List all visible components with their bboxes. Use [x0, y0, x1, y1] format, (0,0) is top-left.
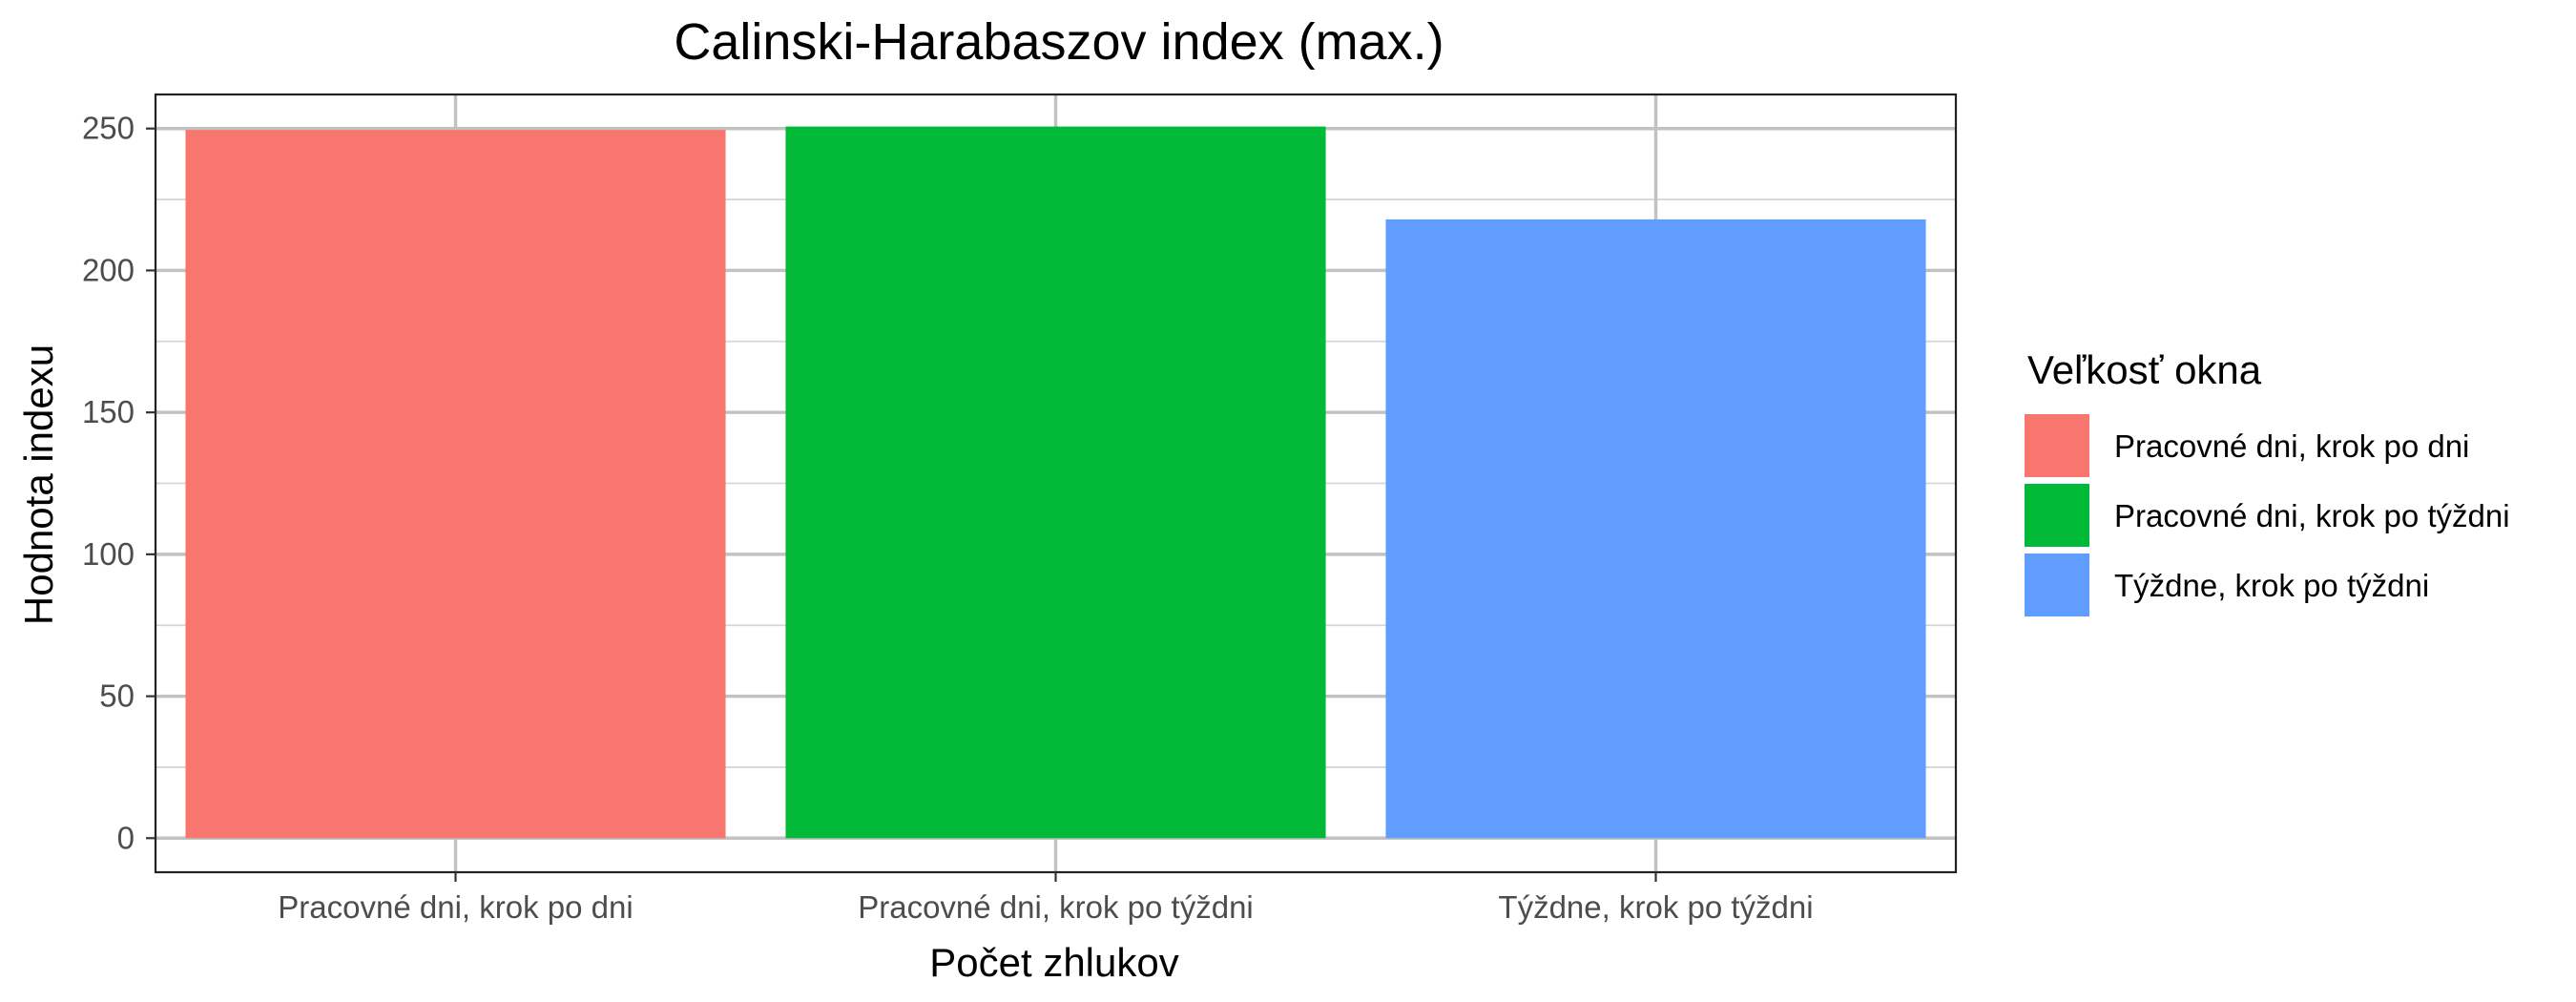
x-tick-label: Pracovné dni, krok po týždni [858, 889, 1254, 925]
legend-label: Pracovné dni, krok po týždni [2114, 498, 2510, 533]
bar [785, 126, 1326, 839]
x-tick-label: Týždne, krok po týždni [1498, 889, 1813, 925]
y-tick-label: 50 [99, 678, 135, 714]
x-tick-label: Pracovné dni, krok po dni [278, 889, 633, 925]
legend-key [2025, 553, 2089, 616]
y-tick-label: 250 [82, 111, 135, 146]
bar [1385, 219, 1926, 839]
legend-title: Veľkosť okna [2027, 347, 2262, 392]
y-tick-label: 150 [82, 394, 135, 429]
legend: Veľkosť okna Pracovné dni, krok po dni Pr… [2025, 347, 2510, 616]
chart-title: Calinski-Harabaszov index (max.) [674, 13, 1444, 71]
y-tick-label: 200 [82, 252, 135, 287]
x-axis-title: Počet zhlukov [929, 940, 1178, 985]
legend-key [2025, 484, 2089, 547]
y-tick-label: 100 [82, 536, 135, 572]
legend-key [2025, 414, 2089, 477]
y-axis: 0 50 100 150 200 250 [82, 111, 156, 855]
x-axis: Pracovné dni, krok po dni Pracovné dni, k… [278, 872, 1814, 925]
plot-panel [154, 93, 1958, 874]
bar [185, 130, 726, 839]
legend-label: Týždne, krok po týždni [2114, 568, 2429, 603]
y-axis-title: Hodnota indexu [16, 344, 61, 625]
y-tick-label: 0 [117, 820, 135, 855]
legend-label: Pracovné dni, krok po dni [2114, 428, 2469, 464]
